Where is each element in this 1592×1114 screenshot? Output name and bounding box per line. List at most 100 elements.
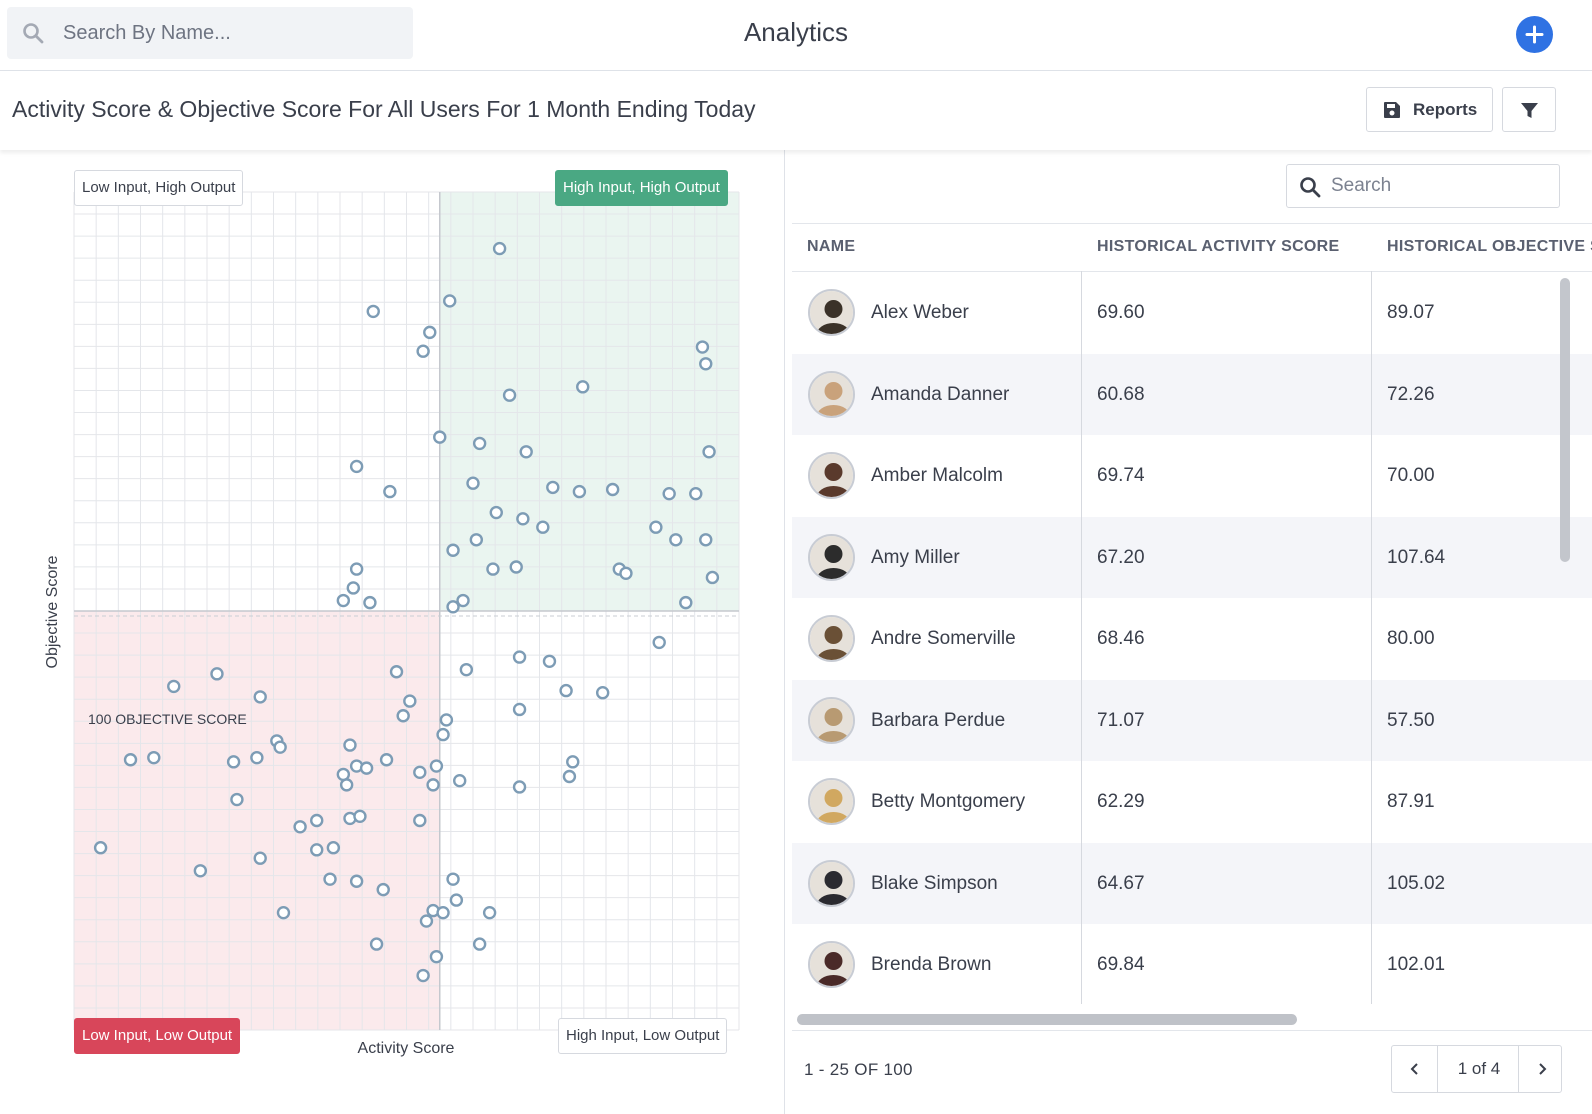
activity-score-cell: 62.29 (1097, 791, 1145, 812)
data-point (679, 595, 693, 610)
data-point (429, 949, 444, 964)
avatar (808, 615, 855, 662)
avatar (808, 859, 855, 907)
pagination: 1 of 4 (1391, 1045, 1562, 1093)
objective-score-cell: 70.00 (1387, 465, 1435, 486)
previous-page-button[interactable] (1392, 1046, 1438, 1092)
data-point (472, 436, 487, 451)
data-point (293, 820, 307, 834)
data-point (605, 482, 620, 497)
data-point (349, 874, 364, 888)
data-point (383, 484, 397, 499)
data-point (459, 662, 474, 677)
data-point (423, 325, 437, 340)
table-row[interactable]: Andre Somerville 68.46 80.00 (792, 598, 1592, 680)
data-point (253, 851, 267, 865)
data-point (699, 533, 713, 547)
data-point (652, 635, 666, 650)
y-axis-label: Objective Score (44, 555, 61, 669)
quadrant-label-high-input-high-output: High Input, High Output (555, 170, 728, 206)
column-header-objective[interactable]: HISTORICAL OBJECTIVE SCORE (1387, 238, 1592, 255)
avatar (808, 696, 855, 744)
table-top-divider (792, 223, 1592, 224)
data-point (482, 905, 497, 920)
add-button[interactable] (1516, 16, 1553, 53)
user-photo-icon (810, 943, 853, 986)
data-point (339, 778, 354, 792)
table-row[interactable]: Brenda Brown 69.84 102.01 (792, 924, 1592, 1004)
scatter-chart (73, 191, 740, 1031)
objective-score-cell: 57.50 (1387, 709, 1435, 731)
data-point (436, 727, 450, 742)
reports-label: Reports (1413, 100, 1478, 119)
data-point (167, 679, 181, 694)
table-row[interactable]: Amanda Danner 60.68 72.26 (792, 353, 1592, 435)
avatar (808, 452, 855, 499)
column-header-name[interactable]: NAME (807, 238, 856, 255)
data-point (396, 709, 410, 723)
activity-score-cell: 71.07 (1097, 709, 1145, 731)
data-point (336, 593, 351, 608)
column-divider (1081, 271, 1082, 1004)
data-point (359, 761, 374, 775)
objective-score-cell: 72.26 (1387, 383, 1435, 405)
data-point (93, 841, 108, 855)
data-point (695, 340, 710, 354)
users-table-panel: NAME HISTORICAL ACTIVITY SCORE HISTORICA… (786, 150, 1592, 1114)
data-point (413, 813, 427, 828)
data-point (310, 843, 324, 857)
data-point (349, 459, 364, 474)
table-row[interactable]: Amber Malcolm 69.74 70.00 (792, 435, 1592, 517)
reference-line-label: 100 OBJECTIVE SCORE (88, 711, 247, 727)
user-photo-icon (810, 535, 853, 579)
table-row[interactable]: Amy Miller 67.20 107.64 (792, 516, 1592, 598)
data-point (253, 690, 267, 704)
horizontal-scrollbar[interactable] (797, 1014, 1297, 1025)
table-footer-divider (792, 1030, 1592, 1031)
user-name-cell: Blake Simpson (871, 872, 998, 894)
table-search-input[interactable] (1331, 165, 1551, 207)
objective-score-cell: 89.07 (1387, 302, 1435, 323)
table-search-box[interactable] (1286, 164, 1560, 208)
name-search-input[interactable] (63, 7, 403, 59)
name-search-box[interactable] (7, 7, 413, 59)
data-point (426, 778, 440, 792)
quadrant-label-low-input-low-output: Low Input, Low Output (74, 1018, 241, 1054)
quadrant-label-low-input-high-output: Low Input, High Output (74, 170, 244, 206)
activity-score-cell: 68.46 (1097, 628, 1145, 649)
data-point (416, 968, 430, 983)
data-point (449, 893, 464, 907)
data-point (689, 486, 703, 501)
user-name-cell: Betty Montgomery (871, 791, 1026, 812)
table-row[interactable]: Blake Simpson 64.67 105.02 (792, 842, 1592, 924)
plus-icon (1525, 25, 1544, 44)
table-row[interactable]: Betty Montgomery 62.29 87.91 (792, 761, 1592, 843)
user-photo-icon (810, 698, 853, 742)
data-point (363, 595, 377, 610)
table-row[interactable]: Alex Weber 69.60 89.07 (792, 272, 1592, 354)
table-row[interactable]: Barbara Perdue 71.07 57.50 (792, 679, 1592, 761)
data-point (346, 581, 360, 595)
data-point (699, 357, 713, 371)
filter-button[interactable] (1502, 87, 1556, 132)
data-point (512, 650, 527, 664)
x-axis-label: Activity Score (357, 1040, 455, 1057)
column-header-activity[interactable]: HISTORICAL ACTIVITY SCORE (1097, 238, 1340, 255)
activity-score-cell: 69.84 (1097, 954, 1145, 975)
data-point (433, 430, 447, 444)
reports-button[interactable]: Reports (1366, 87, 1493, 132)
data-point (472, 937, 487, 951)
activity-score-cell: 64.67 (1097, 872, 1145, 894)
data-point (469, 533, 484, 547)
activity-score-cell: 60.68 (1097, 383, 1145, 405)
data-point (536, 520, 550, 534)
vertical-scrollbar[interactable] (1560, 278, 1570, 562)
next-page-button[interactable] (1518, 1046, 1561, 1092)
horizontal-scrollbar-track[interactable] (792, 1012, 1592, 1026)
data-point (376, 882, 390, 897)
page-title: Activity Score & Objective Score For All… (12, 96, 756, 122)
activity-score-cell: 69.74 (1097, 465, 1145, 486)
quadrant-label-high-input-low-output: High Input, Low Output (558, 1018, 728, 1054)
data-point (456, 593, 470, 608)
data-point (366, 304, 380, 319)
